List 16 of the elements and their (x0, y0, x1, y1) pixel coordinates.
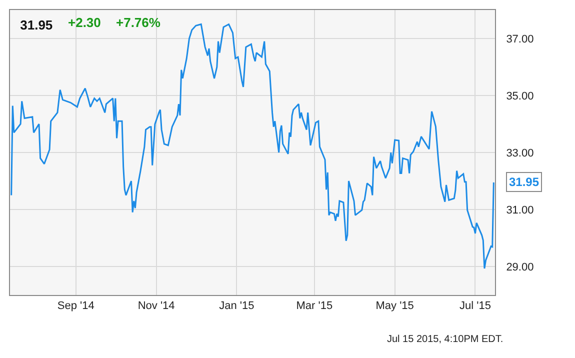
y-tick-label: 35.00 (506, 90, 534, 102)
x-tick-label: May '15 (376, 300, 414, 312)
x-tick-label: Nov '14 (138, 300, 175, 312)
text: Jul 15 2015, 4:10PM EDT. (387, 334, 504, 345)
x-tick-label: Jan '15 (219, 300, 254, 312)
y-tick-label: 37.00 (506, 33, 534, 46)
annotation: +7.76% (116, 15, 161, 30)
y-tick-label: 29.00 (506, 261, 534, 274)
annotation: 31.95 (509, 175, 540, 189)
y-tick-label: 33.00 (506, 147, 534, 160)
x-tick-label: Sep '14 (57, 300, 94, 312)
text: 31.95 (20, 18, 53, 33)
x-tick-label: Jul '15 (460, 300, 491, 312)
annotation: +2.30 (68, 15, 101, 30)
y-tick-label: 31.00 (506, 204, 534, 216)
x-tick-label: Mar '15 (296, 300, 333, 312)
